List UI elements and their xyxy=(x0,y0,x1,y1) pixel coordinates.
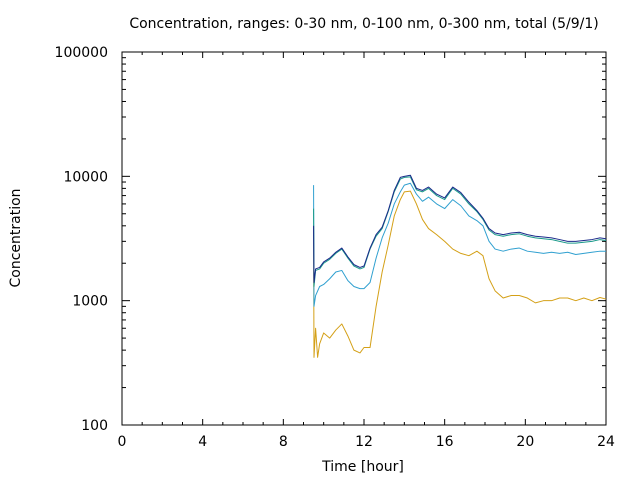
y-tick-label: 100000 xyxy=(55,45,108,61)
x-tick-label: 0 xyxy=(118,434,127,450)
series-line-1 xyxy=(313,190,607,358)
y-tick-label: 1000 xyxy=(72,294,108,310)
x-axis-label: Time [hour] xyxy=(321,459,404,475)
x-tick-label: 20 xyxy=(516,434,534,450)
series-line-4 xyxy=(313,174,607,283)
plot-frame xyxy=(121,51,607,426)
chart-title: Concentration, ranges: 0-30 nm, 0-100 nm… xyxy=(129,16,598,32)
y-axis-label: Concentration xyxy=(8,188,24,287)
series-line-2 xyxy=(313,182,606,307)
y-tick-label: 10000 xyxy=(63,169,108,185)
x-tick-label: 16 xyxy=(436,434,454,450)
x-tick-label: 4 xyxy=(198,434,207,450)
series-line-3 xyxy=(313,176,607,287)
x-tick-label: 24 xyxy=(597,434,615,450)
x-tick-label: 12 xyxy=(355,434,373,450)
x-axis: 0 4 8 12 16 20 24 xyxy=(118,52,615,450)
y-axis: 100 1000 10000 100000 xyxy=(55,45,606,434)
series-lines xyxy=(313,174,607,358)
plot-area xyxy=(121,51,607,426)
x-tick-label: 8 xyxy=(279,434,288,450)
y-tick-label: 100 xyxy=(81,418,108,434)
